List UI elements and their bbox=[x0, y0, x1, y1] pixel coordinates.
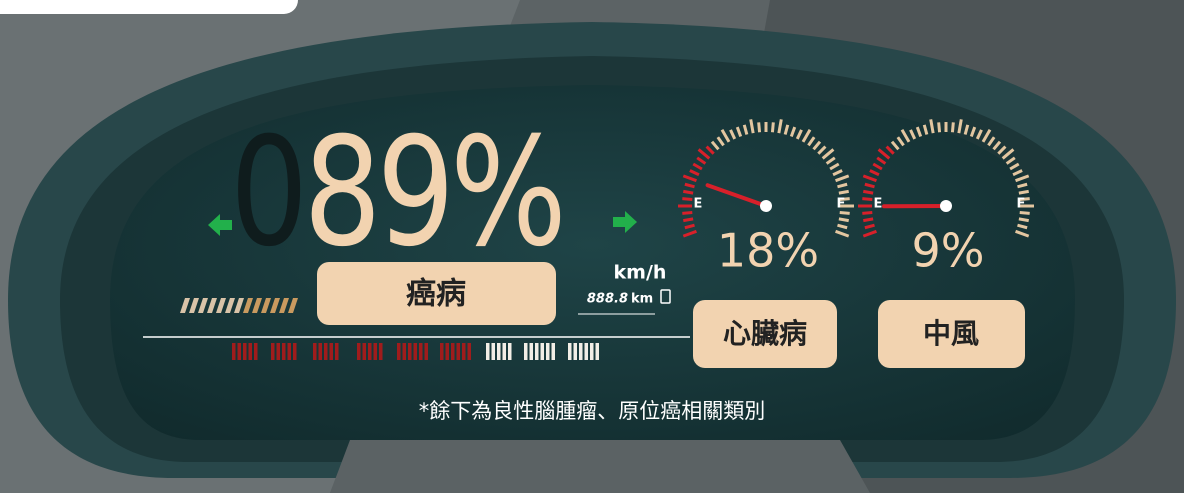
segment bbox=[457, 343, 461, 360]
segment bbox=[408, 343, 412, 360]
gauge-tick bbox=[939, 122, 940, 132]
segment bbox=[530, 343, 534, 360]
note: *餘下為良性腦腫瘤、原位癌相關類別 bbox=[419, 399, 766, 423]
segment bbox=[254, 343, 258, 360]
segment bbox=[363, 343, 367, 360]
segment bbox=[546, 343, 550, 360]
gauge-tick bbox=[1020, 212, 1030, 213]
dashboard: 癌病 km/h 888.8 km 心臟病 中風 *餘下為良性腦腫瘤、原位癌相關類… bbox=[0, 0, 1184, 493]
segment bbox=[374, 343, 378, 360]
segment bbox=[379, 343, 383, 360]
odometer: 888.8 bbox=[587, 292, 628, 307]
segment bbox=[579, 343, 583, 360]
segment bbox=[249, 343, 253, 360]
gauge-tick bbox=[682, 212, 692, 213]
gauge-hub bbox=[760, 200, 772, 212]
gauge-empty: E bbox=[874, 197, 883, 212]
gauge-tick bbox=[1019, 219, 1029, 221]
gauge-label: 心臟病 bbox=[723, 317, 807, 350]
top-card bbox=[0, 0, 298, 14]
segment bbox=[282, 343, 286, 360]
odometer-unit: km bbox=[631, 292, 653, 307]
segment bbox=[319, 343, 323, 360]
segment bbox=[596, 343, 600, 360]
segment bbox=[425, 343, 429, 360]
gauge-tick bbox=[1019, 191, 1029, 193]
gauge-tick bbox=[840, 212, 850, 213]
segment bbox=[492, 343, 496, 360]
segment bbox=[324, 343, 328, 360]
segment bbox=[335, 343, 339, 360]
segment bbox=[497, 343, 501, 360]
gauge-tick bbox=[862, 212, 872, 213]
segment bbox=[552, 343, 556, 360]
segment bbox=[503, 343, 507, 360]
segment bbox=[419, 343, 423, 360]
segment bbox=[277, 343, 281, 360]
segment bbox=[462, 343, 466, 360]
gauge-tick bbox=[683, 191, 693, 193]
segment bbox=[243, 343, 247, 360]
segment bbox=[508, 343, 512, 360]
gauge-tick bbox=[759, 122, 760, 132]
speed-unit: km/h bbox=[614, 262, 667, 284]
segment bbox=[330, 343, 334, 360]
segment bbox=[238, 343, 242, 360]
gauge-value: 18% bbox=[717, 224, 819, 278]
segment bbox=[414, 343, 418, 360]
gauge-tick bbox=[682, 199, 692, 200]
segment bbox=[403, 343, 407, 360]
gauge-tick bbox=[952, 122, 953, 132]
gauge-tick bbox=[839, 219, 849, 221]
bottom-gap bbox=[330, 440, 870, 493]
gauge-tick bbox=[683, 219, 693, 221]
gauge-tick bbox=[863, 219, 873, 221]
segment bbox=[271, 343, 275, 360]
segment bbox=[446, 343, 450, 360]
segment bbox=[288, 343, 292, 360]
page: 癌病 km/h 888.8 km 心臟病 中風 *餘下為良性腦腫瘤、原位癌相關類… bbox=[0, 0, 1184, 493]
segment bbox=[232, 343, 236, 360]
segment bbox=[451, 343, 455, 360]
gauge-tick bbox=[839, 191, 849, 193]
gauge-hub bbox=[940, 200, 952, 212]
segment bbox=[313, 343, 317, 360]
segment bbox=[585, 343, 589, 360]
segment bbox=[368, 343, 372, 360]
segment bbox=[293, 343, 297, 360]
segment bbox=[486, 343, 490, 360]
gauge-tick bbox=[863, 191, 873, 193]
gauge-full: F bbox=[837, 197, 846, 212]
segment bbox=[440, 343, 444, 360]
gauge-tick bbox=[862, 199, 872, 200]
main-value: 089% bbox=[230, 108, 525, 278]
segment bbox=[468, 343, 472, 360]
segment bbox=[568, 343, 572, 360]
main-label: 癌病 bbox=[406, 277, 466, 312]
segment bbox=[357, 343, 361, 360]
gauge-label: 中風 bbox=[923, 317, 979, 350]
gauge-empty: E bbox=[694, 197, 703, 212]
segment bbox=[524, 343, 528, 360]
segment bbox=[590, 343, 594, 360]
segment bbox=[574, 343, 578, 360]
gauge-value: 9% bbox=[912, 224, 985, 278]
gauge-full: F bbox=[1017, 197, 1026, 212]
segment bbox=[541, 343, 545, 360]
gauge-tick bbox=[772, 122, 773, 132]
segment bbox=[397, 343, 401, 360]
segment bbox=[535, 343, 539, 360]
